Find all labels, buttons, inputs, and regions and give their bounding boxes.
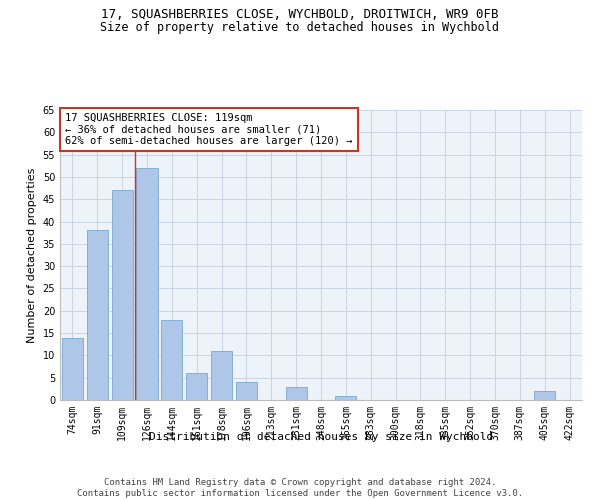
- Bar: [534, 391, 555, 400]
- Bar: [136, 168, 158, 400]
- Bar: [161, 320, 182, 400]
- Y-axis label: Number of detached properties: Number of detached properties: [27, 168, 37, 342]
- Bar: [286, 386, 307, 400]
- Bar: [186, 373, 207, 400]
- Bar: [335, 396, 356, 400]
- Text: 17, SQUASHBERRIES CLOSE, WYCHBOLD, DROITWICH, WR9 0FB: 17, SQUASHBERRIES CLOSE, WYCHBOLD, DROIT…: [101, 8, 499, 20]
- Text: Size of property relative to detached houses in Wychbold: Size of property relative to detached ho…: [101, 21, 499, 34]
- Bar: [112, 190, 133, 400]
- Bar: [62, 338, 83, 400]
- Text: 17 SQUASHBERRIES CLOSE: 119sqm
← 36% of detached houses are smaller (71)
62% of : 17 SQUASHBERRIES CLOSE: 119sqm ← 36% of …: [65, 113, 353, 146]
- Bar: [236, 382, 257, 400]
- Bar: [211, 351, 232, 400]
- Text: Contains HM Land Registry data © Crown copyright and database right 2024.
Contai: Contains HM Land Registry data © Crown c…: [77, 478, 523, 498]
- Bar: [87, 230, 108, 400]
- Text: Distribution of detached houses by size in Wychbold: Distribution of detached houses by size …: [149, 432, 493, 442]
